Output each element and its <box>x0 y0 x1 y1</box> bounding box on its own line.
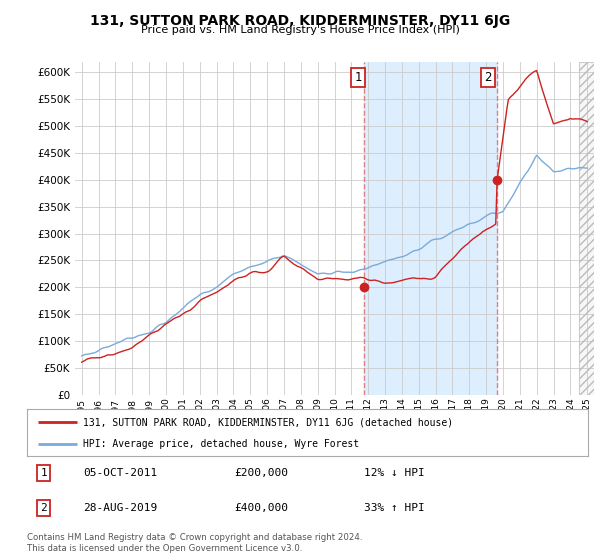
Text: 05-OCT-2011: 05-OCT-2011 <box>83 468 157 478</box>
Text: Contains HM Land Registry data © Crown copyright and database right 2024.
This d: Contains HM Land Registry data © Crown c… <box>27 533 362 553</box>
Text: £400,000: £400,000 <box>235 503 289 513</box>
Text: £200,000: £200,000 <box>235 468 289 478</box>
Text: 131, SUTTON PARK ROAD, KIDDERMINSTER, DY11 6JG (detached house): 131, SUTTON PARK ROAD, KIDDERMINSTER, DY… <box>83 417 453 427</box>
Bar <box>364 62 497 395</box>
Text: 12% ↓ HPI: 12% ↓ HPI <box>364 468 424 478</box>
Text: 2: 2 <box>40 503 47 513</box>
Text: 2: 2 <box>484 71 491 84</box>
Text: Price paid vs. HM Land Registry's House Price Index (HPI): Price paid vs. HM Land Registry's House … <box>140 25 460 35</box>
Text: 1: 1 <box>40 468 47 478</box>
Text: 1: 1 <box>355 71 362 84</box>
Bar <box>579 62 594 395</box>
Bar <box>579 62 594 395</box>
Text: HPI: Average price, detached house, Wyre Forest: HPI: Average price, detached house, Wyre… <box>83 439 359 449</box>
Text: 131, SUTTON PARK ROAD, KIDDERMINSTER, DY11 6JG: 131, SUTTON PARK ROAD, KIDDERMINSTER, DY… <box>90 14 510 28</box>
Text: 33% ↑ HPI: 33% ↑ HPI <box>364 503 424 513</box>
Text: 28-AUG-2019: 28-AUG-2019 <box>83 503 157 513</box>
